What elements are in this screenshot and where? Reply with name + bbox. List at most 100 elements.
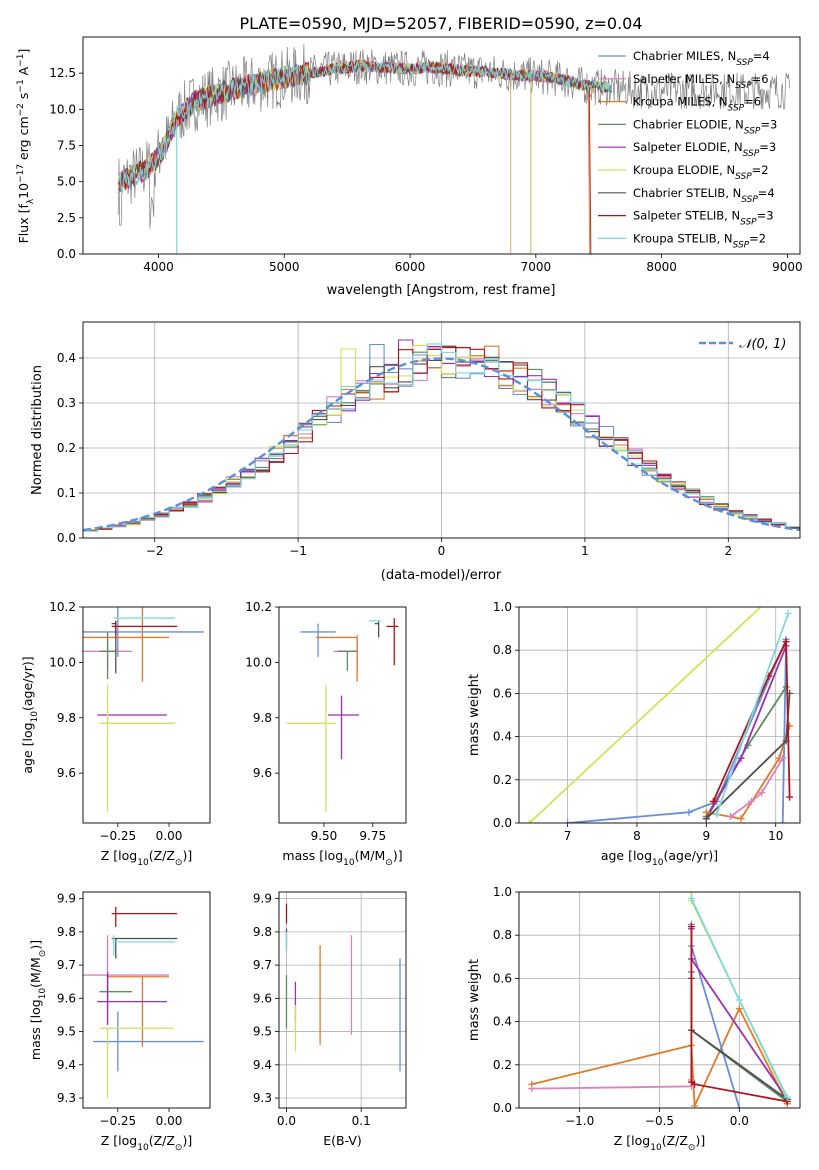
label-part: Kroupa STELIB, N bbox=[633, 231, 733, 245]
plot-area-spectrum bbox=[117, 44, 791, 254]
label-part: s bbox=[16, 93, 31, 104]
y-tick-label: 10.0 bbox=[49, 655, 76, 669]
plot-area-age-vs-Z bbox=[83, 607, 204, 812]
label-part: =6 bbox=[752, 72, 769, 86]
weight-marker bbox=[779, 819, 787, 823]
label-part: Chabrier ELODIE, N bbox=[633, 117, 744, 131]
model-line-kroupa-elodie bbox=[117, 59, 612, 197]
figure-title: PLATE=0590, MJD=52057, FIBERID=0590, z=0… bbox=[239, 14, 642, 33]
weight-marker bbox=[687, 894, 695, 902]
x-tick-label: 9.50 bbox=[311, 829, 338, 843]
weight-line-salpeter-stelib bbox=[712, 641, 791, 802]
label-part: =4 bbox=[753, 49, 770, 63]
y-tick-label: 9.9 bbox=[253, 892, 272, 906]
label-part: SSP bbox=[743, 149, 760, 159]
x-tick-label: 1 bbox=[581, 544, 589, 558]
label-part: age [log bbox=[20, 722, 35, 773]
label-part: (Z/Z bbox=[149, 1133, 175, 1148]
label-part: mass [log bbox=[28, 999, 43, 1060]
weight-marker bbox=[782, 638, 790, 646]
y-tick-label: 9.4 bbox=[57, 1058, 76, 1072]
legend-label: Kroupa ELODIE, NSSP=2 bbox=[633, 163, 769, 182]
y-tick-label: 5.0 bbox=[57, 175, 76, 189]
legend-label: Salpeter ELODIE, NSSP=3 bbox=[633, 140, 776, 159]
axes-frame bbox=[82, 891, 211, 1109]
y-tick-label: 10.2 bbox=[245, 600, 272, 614]
label-part: ⊙ bbox=[175, 858, 183, 868]
weight-marker bbox=[735, 1005, 743, 1013]
y-tick-label: 9.7 bbox=[253, 958, 272, 972]
y-tick-label: 0.4 bbox=[57, 351, 76, 365]
y-tick-label: 9.6 bbox=[57, 766, 76, 780]
x-axis-label: mass [log10(M/M⊙)] bbox=[282, 848, 402, 868]
label-part: Z [log bbox=[101, 848, 137, 863]
x-tick-label: 8 bbox=[633, 829, 641, 843]
y-tick-label: 0.8 bbox=[493, 643, 512, 657]
y-tick-label: 0.0 bbox=[57, 531, 76, 545]
y-tick-label: 0.3 bbox=[57, 396, 76, 410]
label-part: −1 bbox=[16, 79, 26, 92]
label-part: =3 bbox=[759, 140, 776, 154]
x-tick-label: 2 bbox=[724, 544, 732, 558]
y-tick-label: 10.2 bbox=[49, 600, 76, 614]
legend-label: Chabrier ELODIE, NSSP=3 bbox=[633, 117, 777, 136]
label-part: 10 bbox=[16, 183, 31, 199]
x-tick-label: 0.1 bbox=[352, 1114, 371, 1128]
weight-marker bbox=[735, 1104, 743, 1108]
y-tick-label: 10.0 bbox=[49, 102, 76, 116]
label-part: Salpeter STELIB, N bbox=[633, 209, 740, 223]
legend-label: Salpeter MILES, NSSP=6 bbox=[633, 72, 769, 91]
label-part: (Z/Z bbox=[149, 848, 175, 863]
panels: 4000 5000 6000 7000 8000 90000.02.55.07.510.0… bbox=[16, 36, 803, 1153]
x-axis-label: wavelength [Angstrom, rest frame] bbox=[327, 283, 556, 298]
y-axis-label: mass weight bbox=[467, 674, 482, 756]
y-tick-label: 9.6 bbox=[253, 991, 272, 1005]
plot-area-weight-vs-Z bbox=[519, 892, 800, 1108]
weight-marker bbox=[685, 808, 693, 816]
y-tick-label: 0.2 bbox=[57, 441, 76, 455]
weight-line-salpeter-miles bbox=[730, 757, 784, 818]
normal-curve-line bbox=[83, 357, 800, 532]
axes-weight-vs-Z: −1.0 −0.5 0.0 0.0 0.2 0.4 0.6 0.8 1.0 Z [log10(Z/… bbox=[467, 885, 801, 1153]
legend-label: Kroupa MILES, NSSP=6 bbox=[633, 95, 761, 114]
histogram-kroupa-stelib bbox=[83, 343, 800, 532]
label-part: age [log bbox=[601, 848, 652, 863]
weight-marker bbox=[525, 819, 533, 823]
label-part: SSP bbox=[735, 81, 752, 91]
x-tick-label: 0 bbox=[438, 544, 446, 558]
label-part: )] bbox=[28, 940, 43, 950]
label-part: 10 bbox=[38, 988, 48, 1000]
label-part: 10 bbox=[650, 1143, 662, 1153]
x-tick-label: −0.25 bbox=[99, 1114, 136, 1128]
label-part: 10 bbox=[652, 858, 664, 868]
label-part: Z [log bbox=[614, 1133, 650, 1148]
legend-label: Kroupa STELIB, NSSP=2 bbox=[633, 231, 766, 250]
y-axis-label: age [log10(age/yr)] bbox=[20, 656, 40, 773]
x-tick-label: 0.0 bbox=[730, 1114, 749, 1128]
axes-frame bbox=[518, 891, 801, 1109]
weight-marker bbox=[691, 1102, 699, 1108]
weight-marker bbox=[737, 754, 745, 762]
label-part: (age/yr)] bbox=[663, 848, 718, 863]
model-line-kroupa-stelib bbox=[117, 59, 612, 195]
weight-marker bbox=[687, 923, 695, 931]
label-part: ⊙ bbox=[175, 1143, 183, 1153]
y-tick-label: 0.0 bbox=[57, 247, 76, 261]
y-tick-label: 9.7 bbox=[57, 958, 76, 972]
label-part: ⊙ bbox=[38, 950, 48, 958]
label-part: ⊙ bbox=[688, 1143, 696, 1153]
y-tick-label: 0.6 bbox=[493, 686, 512, 700]
axes-frame bbox=[82, 321, 801, 539]
label-part: )] bbox=[182, 1133, 192, 1148]
label-part: A bbox=[16, 66, 31, 79]
y-tick-label: 9.5 bbox=[253, 1025, 272, 1039]
label-part: )] bbox=[393, 848, 403, 863]
weight-marker bbox=[687, 892, 695, 896]
x-tick-label: 0.0 bbox=[277, 1114, 296, 1128]
label-part: ⊙ bbox=[385, 858, 393, 868]
label-part: ] bbox=[16, 49, 31, 54]
y-tick-label: 0.4 bbox=[493, 1015, 512, 1029]
y-tick-label: 10.0 bbox=[245, 655, 272, 669]
label-part: (M/M bbox=[355, 848, 386, 863]
